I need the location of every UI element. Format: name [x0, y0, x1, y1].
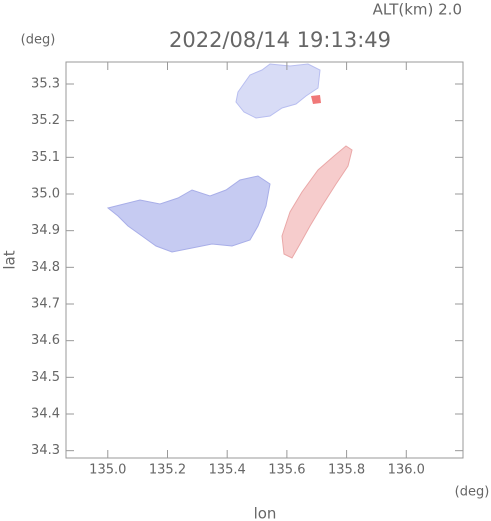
y-tick-label: 34.4	[31, 407, 60, 422]
x-tick-label: 135.0	[89, 463, 126, 478]
x-tick-label: 135.6	[268, 463, 305, 478]
y-unit: (deg)	[21, 33, 56, 48]
x-unit: (deg)	[455, 485, 490, 500]
x-tick-label: 135.2	[149, 463, 186, 478]
y-tick-label: 34.9	[31, 223, 60, 238]
echo-blue-north	[235, 63, 321, 119]
y-tick-label: 35.0	[31, 187, 60, 202]
y-tick-label: 34.8	[31, 260, 60, 275]
y-tick-label: 34.5	[31, 370, 60, 385]
echo-blue-west	[106, 175, 271, 253]
y-tick-label: 34.6	[31, 333, 60, 348]
y-tick-label: 35.1	[31, 150, 60, 165]
echo-pink	[281, 145, 353, 259]
echo-red-spot	[311, 95, 321, 104]
x-tick-label: 135.4	[209, 463, 246, 478]
chart-title: 2022/08/14 19:13:49	[169, 28, 391, 52]
x-tick-label: 136.0	[388, 463, 425, 478]
altitude-label: ALT(km) 2.0	[373, 1, 462, 19]
echo-regions	[106, 63, 353, 259]
x-tick-label: 135.8	[328, 463, 365, 478]
y-tick-label: 35.2	[31, 113, 60, 128]
plot-frame	[65, 61, 464, 459]
y-tick-label: 34.7	[31, 297, 60, 312]
x-axis-label: lon	[254, 505, 277, 521]
y-tick-label: 35.3	[31, 77, 60, 92]
y-axis-label: lat	[1, 250, 19, 269]
y-tick-label: 34.3	[31, 443, 60, 458]
